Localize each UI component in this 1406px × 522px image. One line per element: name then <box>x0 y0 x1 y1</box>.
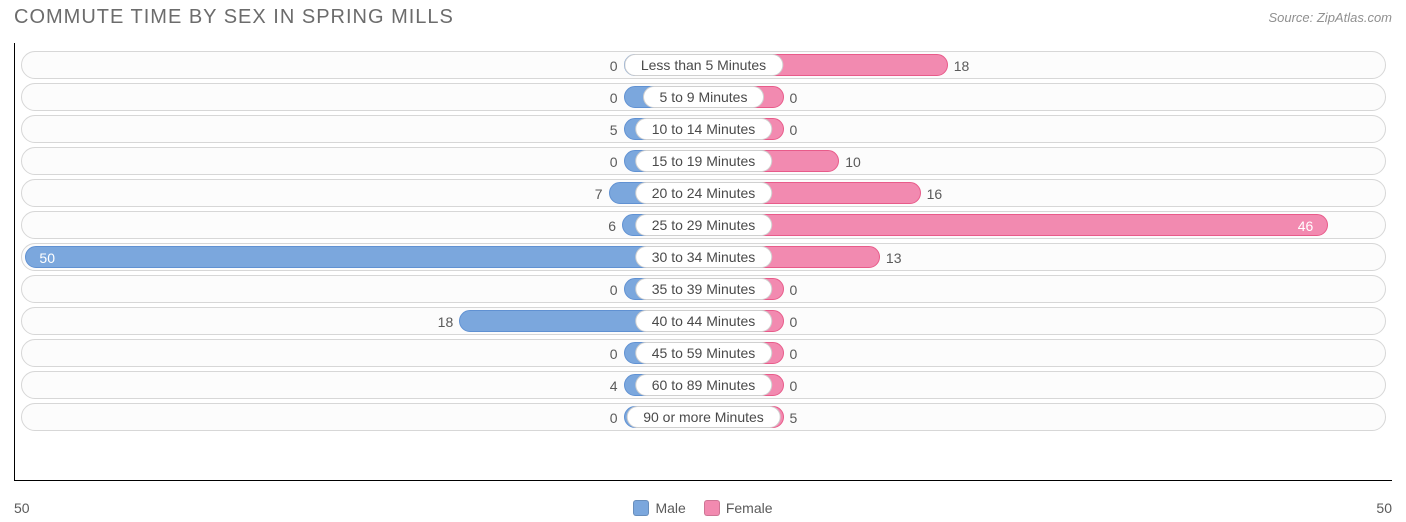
legend-male: Male <box>633 500 685 516</box>
female-value: 0 <box>790 308 798 336</box>
female-value: 0 <box>790 276 798 304</box>
female-value: 0 <box>790 372 798 400</box>
male-value: 4 <box>610 372 618 400</box>
chart-title: COMMUTE TIME BY SEX IN SPRING MILLS <box>14 6 454 29</box>
chart-header: COMMUTE TIME BY SEX IN SPRING MILLS Sour… <box>0 0 1406 33</box>
chart-row: 10 to 14 Minutes 5 0 <box>21 115 1386 143</box>
female-bar <box>704 214 1328 236</box>
male-value: 7 <box>595 180 603 208</box>
male-value: 0 <box>610 404 618 432</box>
female-value: 10 <box>845 148 861 176</box>
female-value: 13 <box>886 244 902 272</box>
male-value: 5 <box>610 116 618 144</box>
male-swatch-icon <box>633 500 649 516</box>
chart-row: 30 to 34 Minutes 50 13 <box>21 243 1386 271</box>
chart-row: 25 to 29 Minutes 6 46 <box>21 211 1386 239</box>
legend-female: Female <box>704 500 773 516</box>
category-label: Less than 5 Minutes <box>624 54 783 76</box>
male-value: 0 <box>610 52 618 80</box>
category-label: 60 to 89 Minutes <box>635 374 773 396</box>
category-label: 90 or more Minutes <box>626 406 781 428</box>
category-label: 20 to 24 Minutes <box>635 182 773 204</box>
female-value: 0 <box>790 84 798 112</box>
female-value: 0 <box>790 116 798 144</box>
legend-female-label: Female <box>726 500 773 516</box>
female-value: 18 <box>954 52 970 80</box>
male-value: 0 <box>610 276 618 304</box>
chart-row: 5 to 9 Minutes 0 0 <box>21 83 1386 111</box>
legend-male-label: Male <box>655 500 685 516</box>
female-value: 16 <box>927 180 943 208</box>
category-label: 15 to 19 Minutes <box>635 150 773 172</box>
male-value: 50 <box>39 244 55 272</box>
chart-row: 45 to 59 Minutes 0 0 <box>21 339 1386 367</box>
male-value: 6 <box>608 212 616 240</box>
category-label: 40 to 44 Minutes <box>635 310 773 332</box>
legend: Male Female <box>633 500 772 516</box>
female-value: 5 <box>790 404 798 432</box>
category-label: 5 to 9 Minutes <box>643 86 765 108</box>
chart-row: Less than 5 Minutes 0 18 <box>21 51 1386 79</box>
male-value: 18 <box>438 308 454 336</box>
chart-row: 20 to 24 Minutes 7 16 <box>21 179 1386 207</box>
category-label: 30 to 34 Minutes <box>635 246 773 268</box>
chart-row: 35 to 39 Minutes 0 0 <box>21 275 1386 303</box>
chart-row: 60 to 89 Minutes 4 0 <box>21 371 1386 399</box>
chart-footer: 50 Male Female 50 <box>14 500 1392 516</box>
category-label: 10 to 14 Minutes <box>635 118 773 140</box>
chart-source: Source: ZipAtlas.com <box>1268 6 1392 25</box>
chart-row: 90 or more Minutes 0 5 <box>21 403 1386 431</box>
chart-area: Less than 5 Minutes0185 to 9 Minutes0010… <box>14 43 1392 481</box>
axis-left-label: 50 <box>14 500 30 516</box>
female-value: 0 <box>790 340 798 368</box>
male-value: 0 <box>610 340 618 368</box>
male-bar <box>25 246 704 268</box>
female-swatch-icon <box>704 500 720 516</box>
male-value: 0 <box>610 148 618 176</box>
category-label: 25 to 29 Minutes <box>635 214 773 236</box>
category-label: 35 to 39 Minutes <box>635 278 773 300</box>
category-label: 45 to 59 Minutes <box>635 342 773 364</box>
chart-row: 40 to 44 Minutes 18 0 <box>21 307 1386 335</box>
female-value: 46 <box>1298 212 1314 240</box>
axis-right-label: 50 <box>1376 500 1392 516</box>
chart-row: 15 to 19 Minutes 0 10 <box>21 147 1386 175</box>
male-value: 0 <box>610 84 618 112</box>
